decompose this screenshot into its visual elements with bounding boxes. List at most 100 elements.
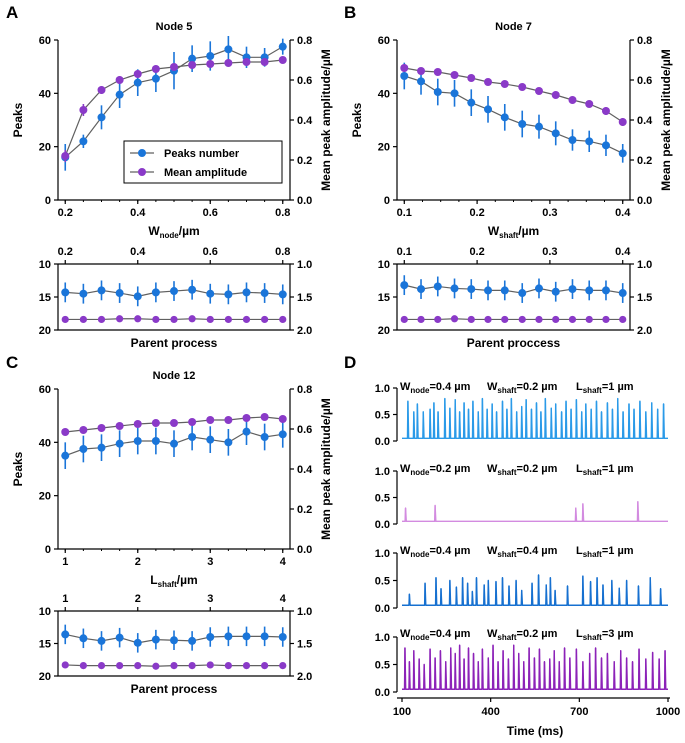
sub-x-axis-label: Parent proccess	[467, 336, 561, 350]
sub-peaks-point	[61, 288, 70, 297]
legend-entry: Peaks number	[164, 148, 240, 160]
data-point	[585, 100, 594, 108]
sub-peaks-point	[467, 285, 476, 294]
data-point	[224, 59, 233, 67]
sub-x-tick-label: 0.8	[275, 246, 290, 258]
legend-box	[123, 140, 283, 184]
trace-condition-label: Lshaft=1 µm	[576, 545, 634, 559]
data-point	[242, 427, 251, 436]
time-tick-label: 400	[481, 706, 499, 718]
trace-y-tick-label: 0.0	[375, 603, 390, 615]
trace-condition-label: Lshaft=3 µm	[576, 628, 634, 642]
data-point	[79, 137, 88, 146]
data-point	[601, 107, 610, 115]
y2-axis-label: Mean peak amplitude/µM	[659, 49, 673, 191]
x-tick-label: 4	[280, 556, 287, 568]
trace-y-tick-label: 0.5	[375, 493, 390, 505]
data-point	[585, 137, 594, 146]
panel-b: B Node 7 0 20 40 60 0.0 0.2 0.4 0.6 0.8 0.1 0.2 0.3 0.…	[344, 3, 673, 350]
sub-amplitude-point	[602, 315, 610, 324]
data-point	[518, 120, 527, 128]
sub-amplitude-point	[188, 662, 196, 670]
sub-x-tick-label: 2	[135, 593, 141, 605]
y-tick-label: 40	[378, 88, 390, 100]
sub-amplitude-point	[170, 315, 178, 324]
legend-entry: Mean amplitude	[164, 167, 247, 179]
data-point	[450, 89, 459, 98]
y2-tick-label: 0.6	[297, 75, 312, 87]
sub-x-axis-label: Parent process	[131, 682, 218, 696]
data-point	[417, 67, 426, 75]
sub-y2-tick-label: 1.5	[297, 292, 312, 304]
time-tick-label: 700	[570, 706, 588, 718]
sub-peaks-point	[260, 289, 269, 298]
data-point	[97, 113, 106, 122]
y-tick-label: 60	[378, 35, 390, 47]
data-point	[484, 105, 493, 114]
data-point	[278, 56, 287, 64]
y-tick-label: 60	[39, 384, 51, 396]
sub-amplitude-point	[400, 315, 408, 324]
trace-3: 0.0 0.5 1.0 Wnode=0.4 µm Wshaft=0.4 µm Lshaft…	[375, 545, 668, 615]
sub-x-tick-label: 0.2	[58, 246, 73, 258]
sub-amplitude-point	[97, 315, 106, 324]
sub-peaks-point	[170, 287, 178, 296]
sub-peaks-point	[61, 630, 70, 639]
data-point	[97, 86, 106, 94]
sub-x-tick-label: 0.3	[542, 246, 557, 258]
data-point	[260, 413, 269, 421]
trace-y-tick-label: 0.0	[375, 687, 390, 699]
panel-label: C	[6, 353, 18, 372]
trace-y-tick-label: 1.0	[375, 548, 390, 560]
sub-peaks-point	[585, 286, 594, 295]
sub-amplitude-point	[501, 315, 509, 324]
trace-condition-label: Wshaft=0.4 µm	[487, 545, 558, 559]
data-point	[61, 428, 70, 436]
sub-x-tick-label: 0.6	[203, 246, 218, 258]
data-point	[568, 136, 577, 144]
data-point	[551, 91, 560, 99]
data-point	[151, 419, 160, 427]
data-point	[278, 430, 287, 439]
y-axis-label: Peaks	[11, 451, 25, 486]
data-point	[151, 74, 160, 83]
series-mean-amplitude	[61, 413, 287, 436]
sub-y2-tick-label: 1.5	[637, 292, 652, 304]
trace-1: 0.0 0.5 1.0 Wnode=0.4 µm Wshaft=0.2 µm Lshaft…	[375, 381, 668, 448]
trace-condition-label: Lshaft=1 µm	[576, 463, 634, 477]
x-tick-label: 0.2	[469, 207, 484, 219]
sub-amplitude-point	[97, 662, 106, 670]
data-point	[278, 42, 287, 51]
sub-peaks-point	[170, 636, 178, 645]
y2-tick-label: 0.6	[297, 424, 312, 436]
data-point	[601, 141, 610, 150]
panel-c: C Node 12 0 20 40 60 0.0 0.2 0.4 0.6 0.8 1 2 3 4 Peaks M…	[6, 353, 333, 696]
data-point	[400, 64, 409, 72]
sub-peaks-point	[484, 286, 493, 295]
data-point	[97, 424, 106, 432]
trace-condition-label: Wnode=0.4 µm	[400, 381, 471, 395]
data-point	[133, 70, 142, 78]
series-peaks-number	[400, 62, 627, 163]
y2-tick-label: 0.6	[637, 75, 652, 87]
data-point	[206, 60, 215, 68]
data-point	[97, 443, 106, 452]
trace-line	[402, 397, 668, 440]
sub-x-axis-label: Parent process	[131, 336, 218, 350]
sub-peaks-point	[601, 286, 610, 295]
sub-amplitude-point	[279, 662, 287, 670]
sub-x-tick-label: 3	[207, 593, 213, 605]
sub-amplitude-point	[467, 315, 475, 324]
sub-amplitude-point	[518, 315, 526, 324]
sub-peaks-point	[618, 289, 627, 298]
x-tick-label: 0.4	[615, 207, 631, 219]
data-point	[115, 422, 124, 430]
data-point	[206, 435, 215, 444]
sub-amplitude-point	[261, 315, 269, 324]
sub-peaks-point	[433, 282, 442, 291]
sub-peaks-point	[115, 289, 124, 298]
y-tick-label: 0	[384, 195, 390, 207]
trace-y-tick-label: 0.5	[375, 410, 390, 422]
data-point	[618, 149, 627, 158]
sub-peaks-point	[551, 287, 560, 296]
